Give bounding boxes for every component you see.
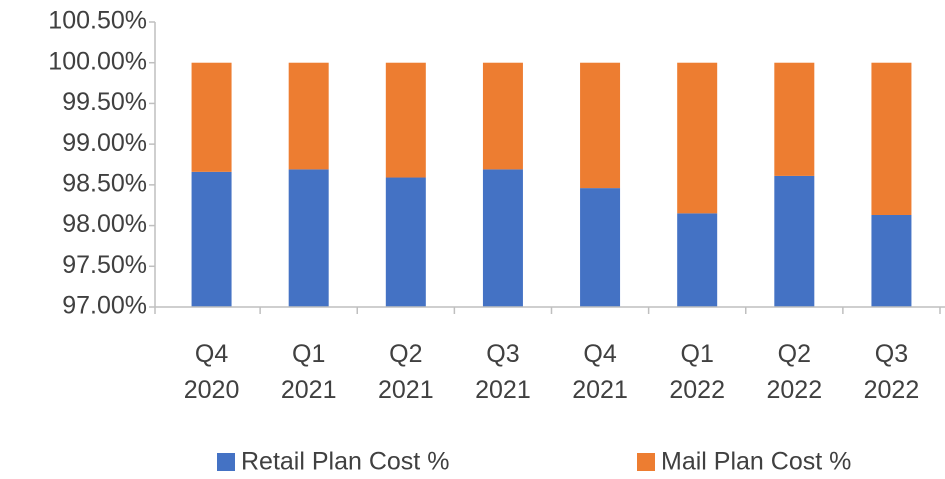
bar-segment	[677, 62, 718, 214]
x-tick-label: Q3 2021	[475, 340, 531, 404]
legend-swatch	[637, 453, 655, 471]
legend-label: Retail Plan Cost %	[241, 448, 449, 476]
y-tick-label: 98.50%	[62, 169, 147, 197]
y-tick-label: 100.50%	[48, 7, 147, 35]
bar-segment	[482, 169, 523, 307]
x-tick-label: Q1 2021	[280, 340, 337, 404]
y-tick-label: 100.00%	[48, 47, 147, 75]
bar-segment	[385, 62, 426, 178]
bar-segment	[871, 214, 912, 307]
x-tick-label: Q2 2021	[378, 340, 434, 404]
x-tick-label: Q4 2020	[183, 340, 240, 404]
bar-segment	[482, 62, 523, 170]
bar-segment	[385, 177, 426, 307]
legend-label: Mail Plan Cost %	[661, 448, 851, 476]
legend-swatch	[217, 453, 235, 471]
bar-segment	[677, 213, 718, 307]
y-tick-label: 99.00%	[62, 129, 147, 157]
bar-segment	[288, 62, 329, 170]
bar-segment	[191, 171, 232, 307]
bar-segment	[871, 62, 912, 215]
bar-segment	[774, 175, 815, 307]
x-tick-label: Q4 2021	[572, 340, 628, 404]
x-tick-label: Q2 2022	[766, 340, 823, 404]
bar-segment	[191, 62, 232, 172]
bar-segment	[774, 62, 815, 176]
y-tick-label: 97.00%	[62, 292, 147, 320]
bar-segment	[580, 62, 621, 189]
y-tick-label: 99.50%	[62, 88, 147, 116]
x-tick-label: Q3 2022	[863, 340, 920, 404]
y-tick-label: 98.00%	[62, 210, 147, 238]
x-tick-label: Q1 2022	[669, 340, 725, 404]
bar-segment	[580, 188, 621, 307]
bar-segment	[288, 169, 329, 307]
y-tick-label: 97.50%	[62, 251, 147, 279]
